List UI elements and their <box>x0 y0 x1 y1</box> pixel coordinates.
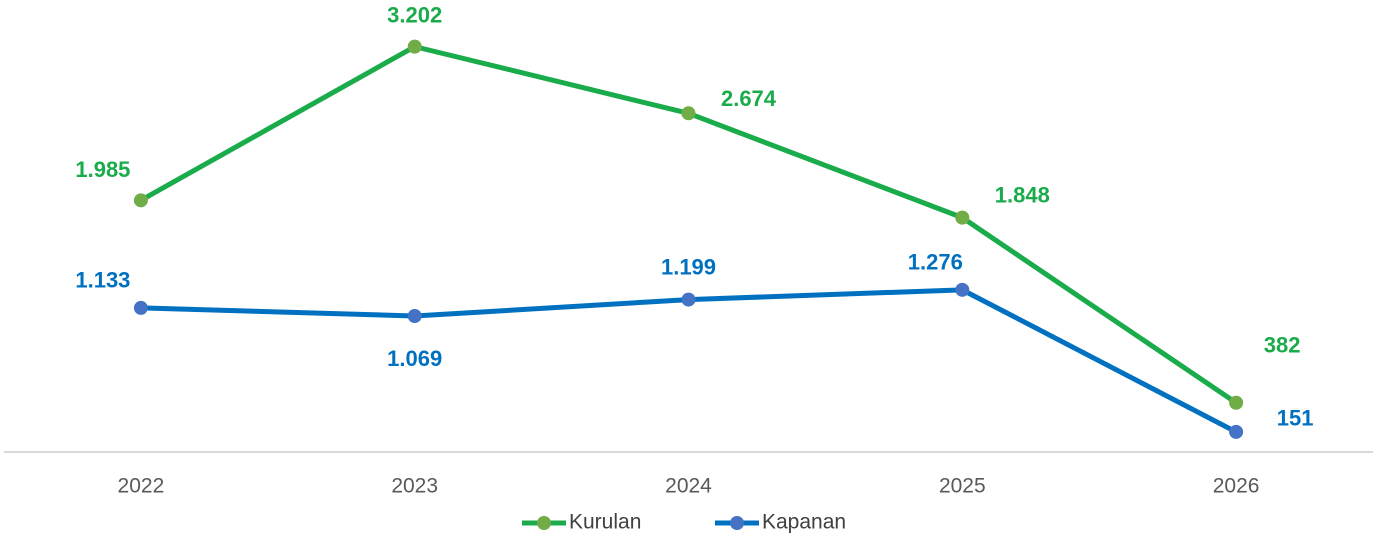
x-tick-label: 2024 <box>665 475 712 498</box>
data-label: 1.069 <box>387 346 442 371</box>
data-point <box>407 309 422 324</box>
legend-marker <box>730 516 744 530</box>
data-label: 1.276 <box>908 250 963 275</box>
series-line <box>140 287 1238 435</box>
data-point <box>407 39 422 54</box>
data-label: 151 <box>1277 406 1314 431</box>
data-label: 2.674 <box>721 86 777 111</box>
legend-label: Kapanan <box>762 511 846 534</box>
x-tick-label: 2023 <box>391 475 438 498</box>
x-tick-label: 2022 <box>118 475 165 498</box>
data-label: 1.985 <box>75 157 130 182</box>
x-tick-label: 2025 <box>939 475 986 498</box>
data-point <box>1229 395 1244 410</box>
data-point <box>955 282 970 297</box>
data-label: 382 <box>1264 333 1301 358</box>
data-point <box>681 106 696 121</box>
legend-marker <box>537 516 551 530</box>
data-point <box>955 210 970 225</box>
data-point <box>133 300 148 315</box>
data-label: 3.202 <box>387 2 442 27</box>
data-label: 1.133 <box>75 268 130 293</box>
data-label: 1.848 <box>995 182 1050 207</box>
data-point <box>133 193 148 208</box>
legend-label: Kurulan <box>569 511 641 534</box>
x-tick-label: 2026 <box>1213 475 1260 498</box>
data-label: 1.199 <box>661 254 716 279</box>
data-point <box>1229 424 1244 439</box>
data-point <box>681 292 696 307</box>
